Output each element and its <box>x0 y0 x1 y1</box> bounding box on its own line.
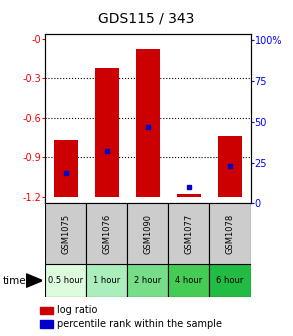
Bar <box>45 264 86 297</box>
Text: 6 hour: 6 hour <box>216 276 244 285</box>
Bar <box>86 203 127 264</box>
Bar <box>127 203 168 264</box>
Bar <box>209 264 251 297</box>
Text: 1 hour: 1 hour <box>93 276 121 285</box>
Bar <box>54 140 78 197</box>
Text: percentile rank within the sample: percentile rank within the sample <box>57 319 222 329</box>
Bar <box>168 264 209 297</box>
Bar <box>168 203 209 264</box>
Bar <box>136 49 160 197</box>
Text: 4 hour: 4 hour <box>175 276 203 285</box>
Text: GSM1078: GSM1078 <box>226 213 234 254</box>
Bar <box>218 136 242 197</box>
Text: 0.5 hour: 0.5 hour <box>48 276 84 285</box>
Text: GSM1090: GSM1090 <box>144 213 152 254</box>
Bar <box>209 203 251 264</box>
Text: GSM1077: GSM1077 <box>185 213 193 254</box>
Bar <box>177 194 201 197</box>
Text: GSM1076: GSM1076 <box>103 213 111 254</box>
Text: GDS115 / 343: GDS115 / 343 <box>98 12 195 26</box>
Polygon shape <box>26 274 42 287</box>
Bar <box>45 203 86 264</box>
Text: time: time <box>3 276 27 286</box>
Bar <box>127 264 168 297</box>
Text: log ratio: log ratio <box>57 305 98 316</box>
Bar <box>95 68 119 197</box>
Text: 2 hour: 2 hour <box>134 276 162 285</box>
Text: GSM1075: GSM1075 <box>62 213 70 254</box>
Bar <box>86 264 127 297</box>
